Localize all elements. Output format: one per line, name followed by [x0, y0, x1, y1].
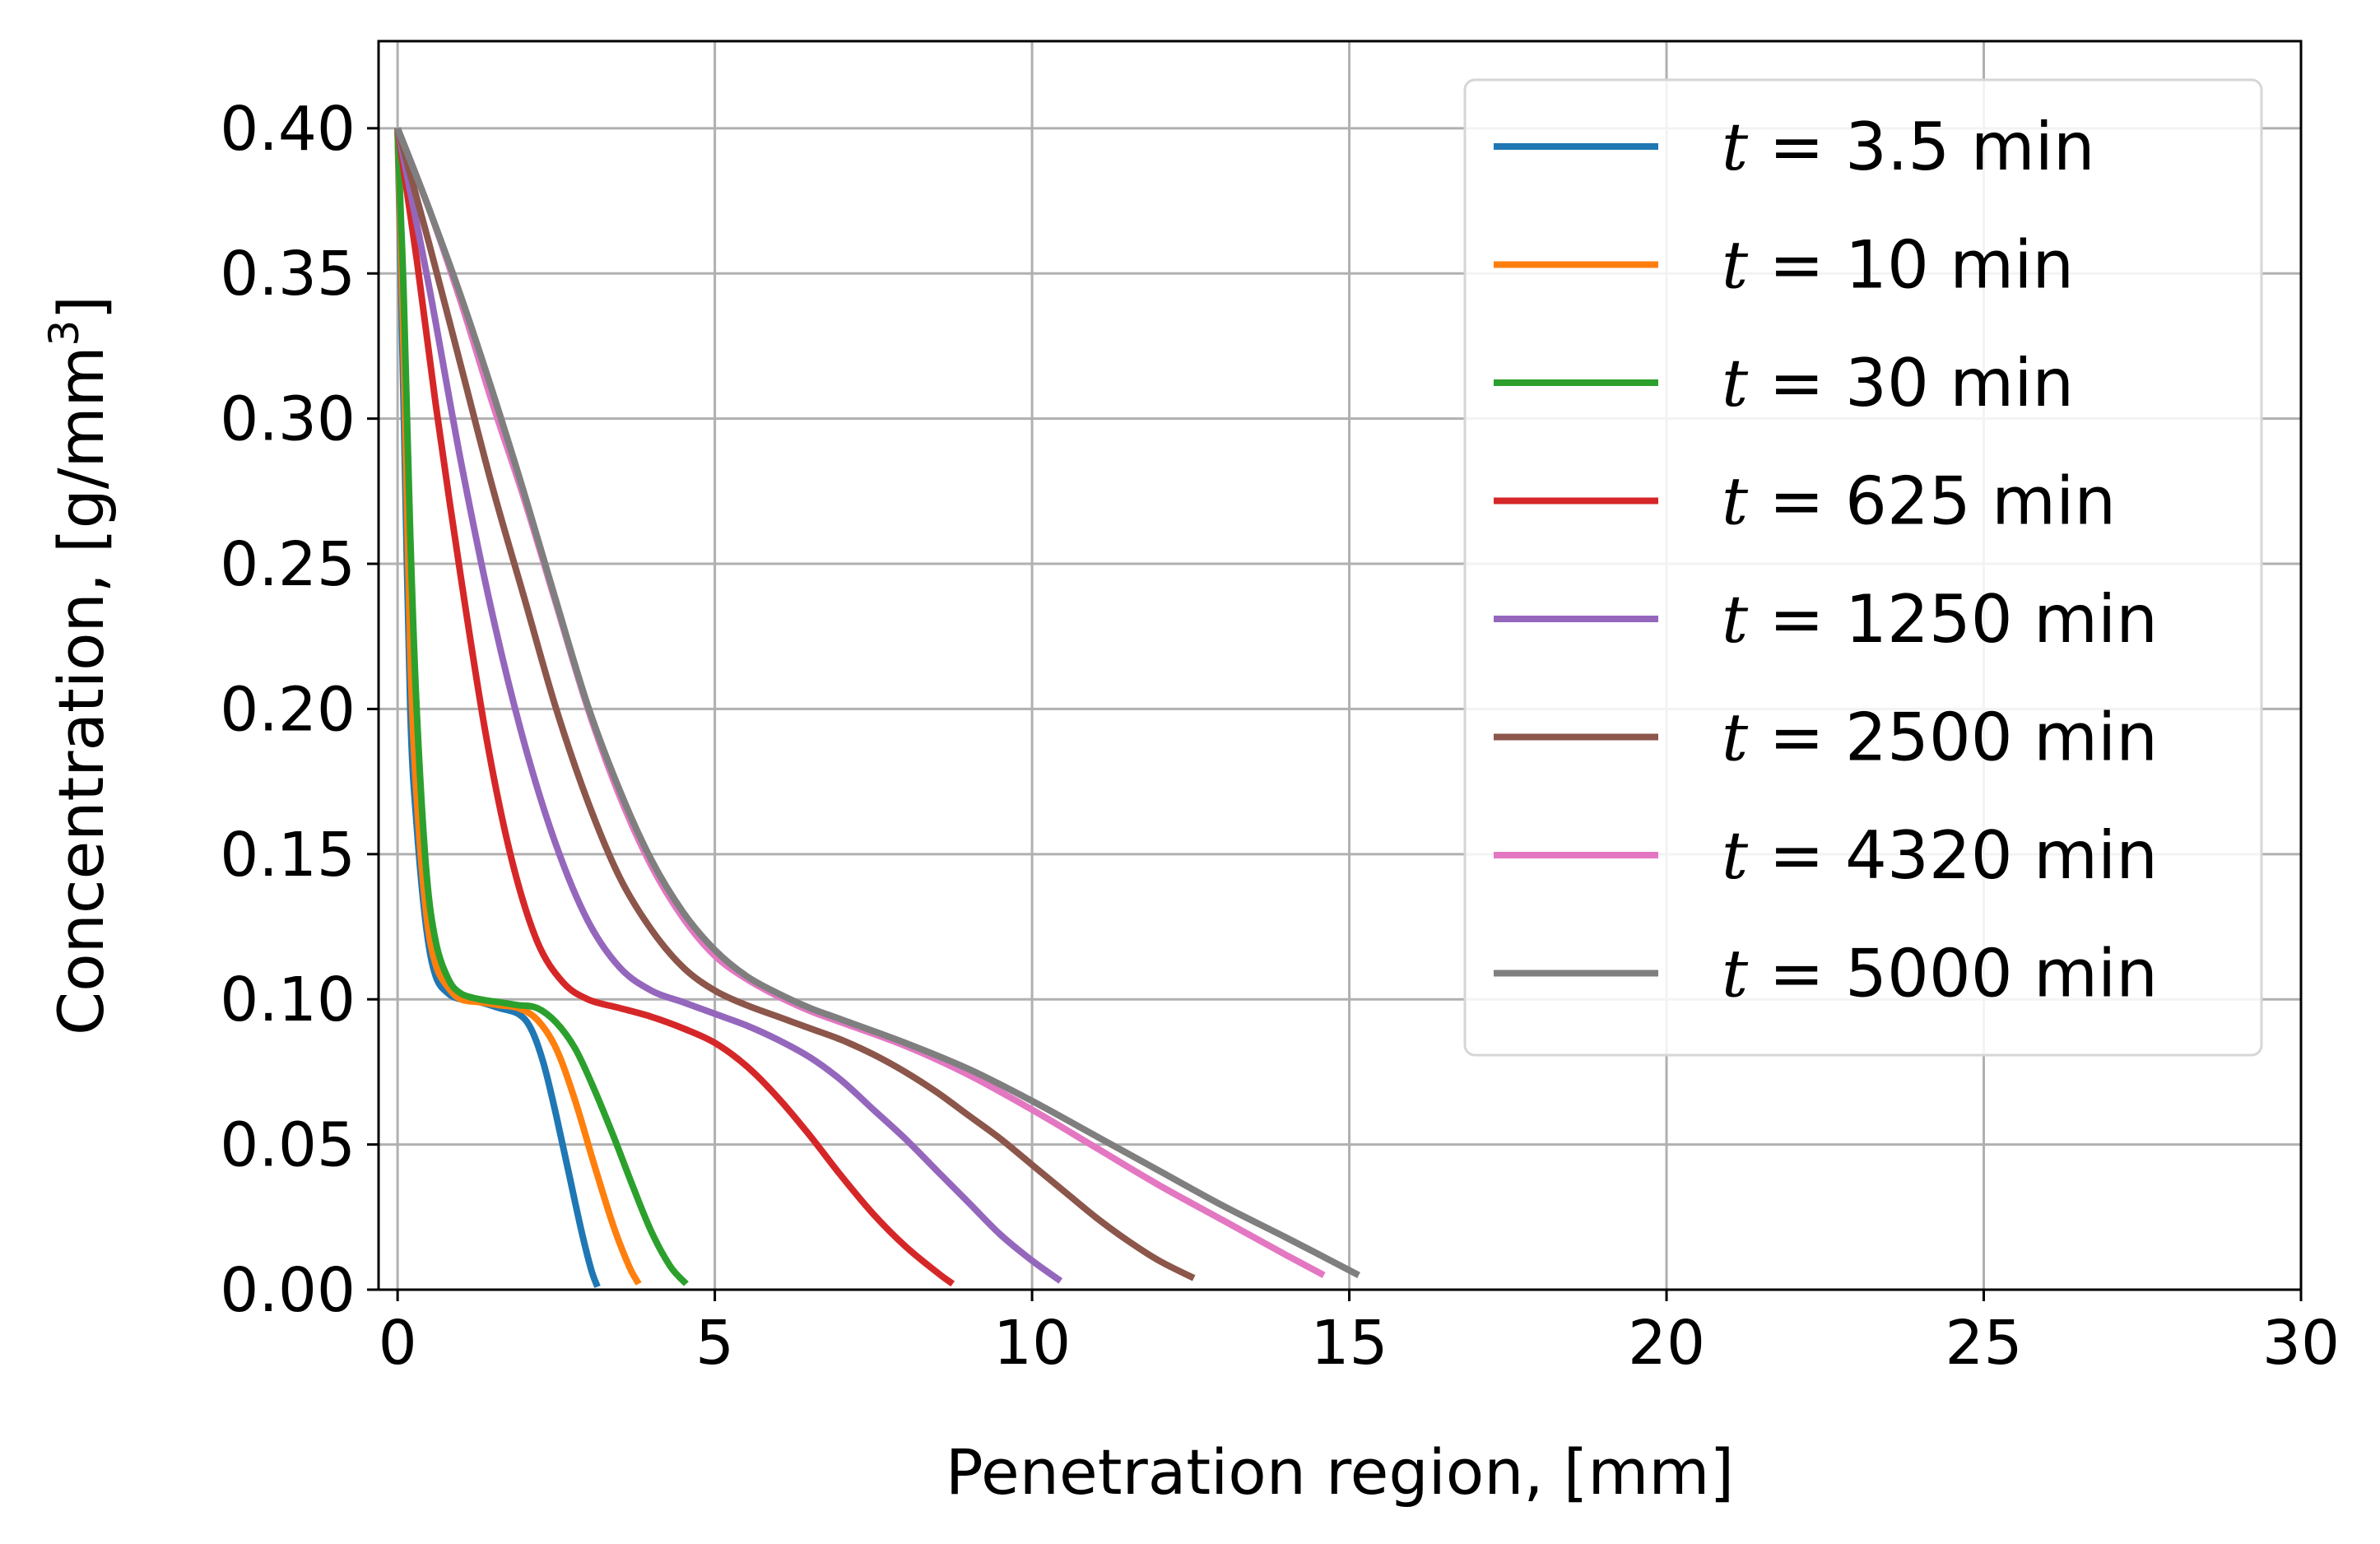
legend-label: t = 10 min: [1722, 227, 2074, 304]
y-tick-label: 0.10: [220, 965, 356, 1035]
legend-label: t = 4320 min: [1722, 817, 2158, 894]
legend-label-variable: t: [1722, 109, 1749, 185]
series-lines: [394, 127, 1360, 1288]
legend-label-variable: t: [1722, 227, 1749, 304]
legend-label-value: = 3.5 min: [1748, 109, 2094, 185]
legend-label: t = 625 min: [1722, 463, 2116, 540]
legend-label-variable: t: [1722, 700, 1749, 776]
y-axis-title-end: ]: [44, 295, 118, 320]
legend-label-variable: t: [1722, 345, 1749, 421]
x-tick-label: 0: [379, 1308, 417, 1379]
legend-label-value: = 625 min: [1748, 463, 2116, 540]
y-tick-label: 0.20: [220, 674, 356, 745]
legend-label: t = 30 min: [1722, 345, 2074, 421]
legend-label-variable: t: [1722, 817, 1749, 894]
legend-label-value: = 1250 min: [1748, 581, 2158, 658]
y-tick-label: 0.35: [220, 239, 356, 309]
legend-label: t = 3.5 min: [1722, 109, 2095, 185]
series-line-2: [394, 128, 689, 1286]
legend-label-value: = 4320 min: [1748, 817, 2158, 894]
y-axis-title: Concentration, [g/mm3]: [40, 295, 118, 1035]
y-tick-label: 0.15: [220, 820, 356, 891]
x-tick-label: 30: [2262, 1308, 2340, 1379]
legend-box: [1463, 78, 2263, 1057]
series-line-3: [394, 128, 955, 1287]
x-tick-label: 25: [1945, 1308, 2022, 1379]
legend-label: t = 2500 min: [1722, 700, 2158, 776]
y-tick-label: 0.25: [220, 529, 356, 600]
x-tick-label: 10: [993, 1308, 1071, 1379]
x-axis-title: Penetration region, [mm]: [946, 1435, 1734, 1509]
legend-label-value: = 10 min: [1748, 227, 2074, 304]
plot-frame: [377, 40, 2303, 1291]
x-tick-label: 20: [1628, 1308, 1705, 1379]
legend-label: t = 1250 min: [1722, 581, 2158, 658]
y-axis-title-superscript: 3: [40, 320, 88, 346]
series-line-6: [394, 127, 1326, 1278]
y-tick-label: 0.05: [220, 1110, 356, 1181]
series-line-5: [394, 127, 1196, 1281]
legend-label-value: = 30 min: [1748, 345, 2074, 421]
x-tick-label: 15: [1310, 1308, 1388, 1379]
series-line-4: [394, 128, 1063, 1284]
legend-label: t = 5000 min: [1722, 936, 2158, 1012]
axis-ticks: 0 5 10 15 20 25 30 0.00 0.05 0.10 0.15 0.20 0.25 0.30…: [220, 94, 2340, 1379]
y-tick-label: 0.00: [220, 1255, 356, 1326]
legend-label-variable: t: [1722, 463, 1749, 540]
legend-label-value: = 2500 min: [1748, 700, 2158, 776]
x-tick-label: 5: [695, 1308, 734, 1379]
legend-label-value: = 5000 min: [1748, 936, 2158, 1012]
y-tick-label: 0.30: [220, 384, 356, 455]
series-line-7: [394, 127, 1360, 1278]
legend-label-variable: t: [1722, 581, 1749, 658]
y-axis-title-main: Concentration, [g/mm: [44, 346, 118, 1035]
y-tick-label: 0.40: [220, 94, 356, 165]
legend-label-variable: t: [1722, 936, 1749, 1012]
